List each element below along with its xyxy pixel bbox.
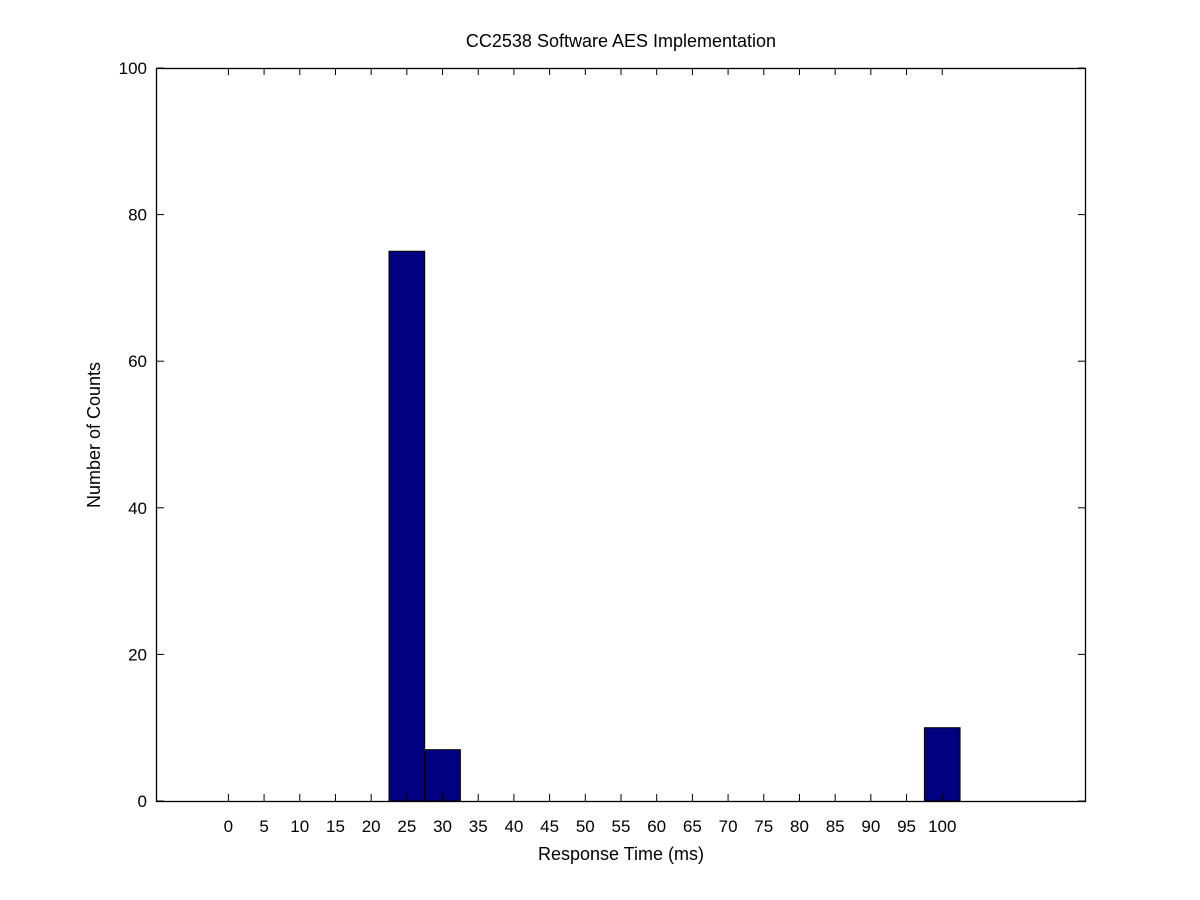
bars-layer	[388, 250, 961, 802]
x-tick-label-25: 25	[397, 817, 416, 836]
x-tick-label-90: 90	[861, 817, 880, 836]
x-tick-label-55: 55	[612, 817, 631, 836]
bar-25	[388, 250, 426, 802]
x-tick-label-20: 20	[362, 817, 381, 836]
x-tick-label-5: 5	[259, 817, 268, 836]
y-axis-label: Number of Counts	[84, 362, 104, 508]
x-tick-label-70: 70	[719, 817, 738, 836]
y-tick-label-40: 40	[128, 499, 147, 518]
x-tick-label-45: 45	[540, 817, 559, 836]
x-tick-label-100: 100	[928, 817, 956, 836]
x-tick-label-15: 15	[326, 817, 345, 836]
bar-100	[923, 727, 961, 802]
x-tick-label-85: 85	[826, 817, 845, 836]
x-axis-label: Response Time (ms)	[538, 844, 704, 864]
bar-30	[424, 749, 461, 802]
y-tick-label-80: 80	[128, 206, 147, 225]
plot-frame	[155, 67, 1087, 803]
y-tick-label-0: 0	[138, 792, 147, 811]
x-tick-label-30: 30	[433, 817, 452, 836]
x-tick-label-35: 35	[469, 817, 488, 836]
x-tick-label-80: 80	[790, 817, 809, 836]
chart-title: CC2538 Software AES Implementation	[466, 31, 776, 51]
ticks-layer: 0 5 10 15 20 25 30 35 40 45 50 55 60 65 70 75 80 85 90 95 10…	[119, 59, 1085, 836]
y-tick-label-60: 60	[128, 352, 147, 371]
y-tick-label-20: 20	[128, 645, 147, 664]
x-tick-label-65: 65	[683, 817, 702, 836]
y-tick-label-100: 100	[119, 59, 147, 78]
x-tick-label-95: 95	[897, 817, 916, 836]
x-tick-label-0: 0	[224, 817, 233, 836]
x-tick-label-75: 75	[754, 817, 773, 836]
x-tick-label-50: 50	[576, 817, 595, 836]
x-tick-label-60: 60	[647, 817, 666, 836]
x-tick-label-10: 10	[290, 817, 309, 836]
x-tick-label-40: 40	[504, 817, 523, 836]
